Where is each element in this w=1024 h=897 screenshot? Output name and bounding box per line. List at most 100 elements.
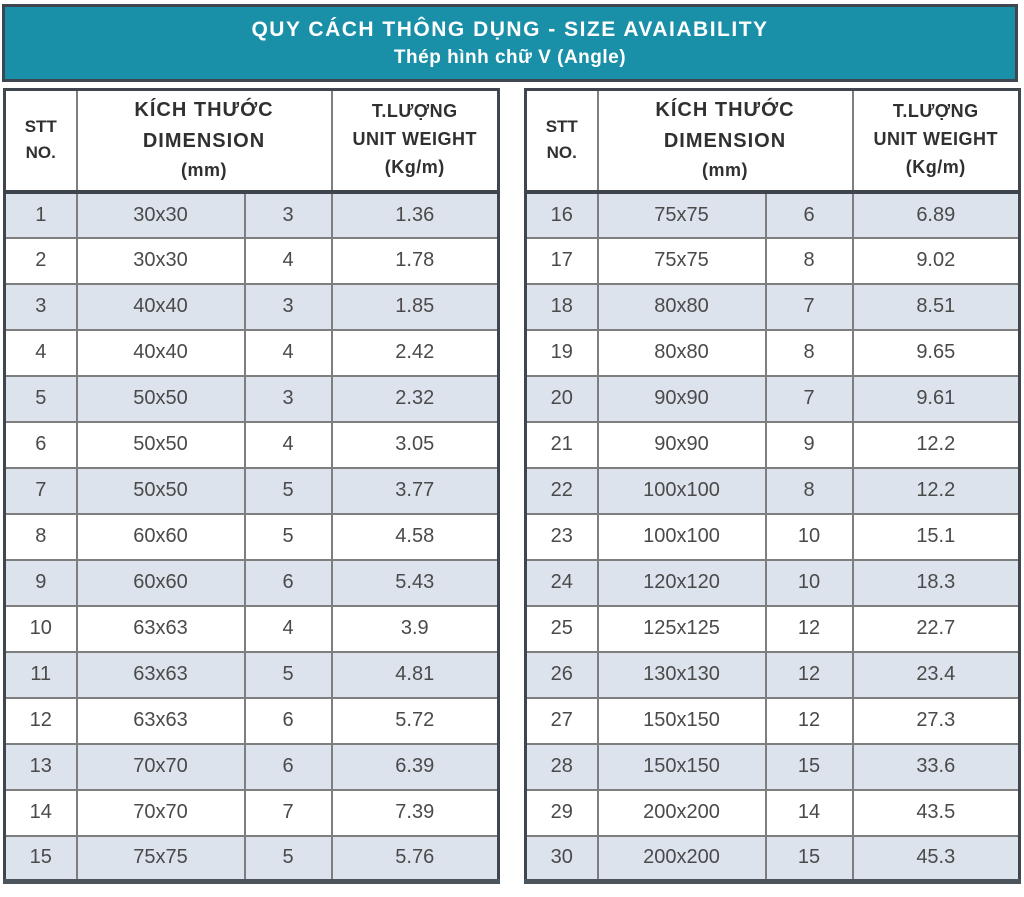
stt-cell: 23 [524,512,599,561]
title-banner: QUY CÁCH THÔNG DỤNG - SIZE AVAIABILITY T… [2,4,1018,82]
dimension-label-vi: KÍCH THƯỚC [134,99,274,122]
weight-unit-label: (Kg/m) [905,157,966,178]
stt-cell: 10 [3,604,78,653]
weight-cell: 22.7 [851,604,1021,653]
table-row: 2 30x30 4 1.78 [3,236,500,285]
weight-cell: 43.5 [851,788,1021,837]
table-row: 16 75x75 6 6.89 [524,190,1021,239]
weight-cell: 3.77 [330,466,500,515]
stt-cell: 27 [524,696,599,745]
dimension-cell: 75x75 [75,834,246,883]
dimension-cell: 50x50 [75,374,246,423]
stt-cell: 19 [524,328,599,377]
weight-cell: 12.2 [851,466,1021,515]
dimension-cell: 60x60 [75,512,246,561]
stt-cell: 25 [524,604,599,653]
weight-cell: 9.65 [851,328,1021,377]
dimension-cell: 150x150 [596,696,767,745]
table-row: 27 150x150 12 27.3 [524,696,1021,745]
thickness-cell: 6 [243,558,333,607]
weight-cell: 5.76 [330,834,500,883]
dimension-cell: 120x120 [596,558,767,607]
table-row: 7 50x50 5 3.77 [3,466,500,515]
stt-label: STT [545,116,578,136]
weight-cell: 4.58 [330,512,500,561]
table-row: 29 200x200 14 43.5 [524,788,1021,837]
thickness-cell: 5 [243,466,333,515]
dimension-cell: 40x40 [75,282,246,331]
dimension-cell: 30x30 [75,190,246,239]
dimension-cell: 90x90 [596,374,767,423]
stt-column-header: STT NO. [3,88,78,194]
thickness-cell: 6 [243,742,333,791]
thickness-cell: 6 [764,190,854,239]
thickness-cell: 5 [243,650,333,699]
dimension-cell: 90x90 [596,420,767,469]
no-label: NO. [546,143,577,163]
weight-label-en: UNIT WEIGHT [873,129,999,150]
thickness-cell: 15 [764,834,854,883]
thickness-cell: 12 [764,696,854,745]
stt-cell: 22 [524,466,599,515]
thickness-cell: 9 [764,420,854,469]
dimension-unit-label: (mm) [702,160,749,181]
table-row: 12 63x63 6 5.72 [3,696,500,745]
dimension-cell: 80x80 [596,282,767,331]
weight-column-header: T.LƯỢNG UNIT WEIGHT (Kg/m) [851,88,1021,194]
weight-cell: 15.1 [851,512,1021,561]
table-row: 22 100x100 8 12.2 [524,466,1021,515]
stt-cell: 9 [3,558,78,607]
weight-cell: 1.78 [330,236,500,285]
thickness-cell: 5 [243,834,333,883]
dimension-cell: 70x70 [75,788,246,837]
stt-cell: 1 [3,190,78,239]
dimension-cell: 75x75 [596,190,767,239]
weight-cell: 6.89 [851,190,1021,239]
stt-cell: 17 [524,236,599,285]
table-row: 21 90x90 9 12.2 [524,420,1021,469]
weight-cell: 33.6 [851,742,1021,791]
dimension-cell: 100x100 [596,466,767,515]
weight-cell: 1.36 [330,190,500,239]
dimension-cell: 80x80 [596,328,767,377]
weight-cell: 5.72 [330,696,500,745]
table-row: 10 63x63 4 3.9 [3,604,500,653]
thickness-cell: 14 [764,788,854,837]
table-row: 23 100x100 10 15.1 [524,512,1021,561]
dimension-cell: 100x100 [596,512,767,561]
weight-cell: 4.81 [330,650,500,699]
stt-cell: 12 [3,696,78,745]
stt-cell: 28 [524,742,599,791]
stt-cell: 7 [3,466,78,515]
table-row: 5 50x50 3 2.32 [3,374,500,423]
table-header-right: STT NO. KÍCH THƯỚC DIMENSION (mm) T.LƯỢN… [524,88,1021,194]
weight-unit-label: (Kg/m) [384,157,445,178]
table-row: 20 90x90 7 9.61 [524,374,1021,423]
stt-cell: 11 [3,650,78,699]
dimension-cell: 50x50 [75,420,246,469]
table-row: 8 60x60 5 4.58 [3,512,500,561]
thickness-cell: 3 [243,190,333,239]
table-row: 9 60x60 6 5.43 [3,558,500,607]
weight-cell: 8.51 [851,282,1021,331]
dimension-column-header: KÍCH THƯỚC DIMENSION (mm) [75,88,333,194]
dimension-cell: 200x200 [596,834,767,883]
angle-size-table-left: STT NO. KÍCH THƯỚC DIMENSION (mm) T.LƯỢN… [3,88,501,884]
table-row: 14 70x70 7 7.39 [3,788,500,837]
no-label: NO. [25,143,56,163]
weight-cell: 3.9 [330,604,500,653]
dimension-cell: 125x125 [596,604,767,653]
stt-cell: 29 [524,788,599,837]
table-row: 4 40x40 4 2.42 [3,328,500,377]
stt-cell: 2 [3,236,78,285]
page-subtitle: Thép hình chữ V (Angle) [393,46,627,68]
tables-container: STT NO. KÍCH THƯỚC DIMENSION (mm) T.LƯỢN… [3,88,1022,884]
thickness-cell: 3 [243,374,333,423]
weight-cell: 45.3 [851,834,1021,883]
weight-cell: 2.42 [330,328,500,377]
table-row: 24 120x120 10 18.3 [524,558,1021,607]
weight-cell: 3.05 [330,420,500,469]
dimension-cell: 150x150 [596,742,767,791]
table-row: 26 130x130 12 23.4 [524,650,1021,699]
